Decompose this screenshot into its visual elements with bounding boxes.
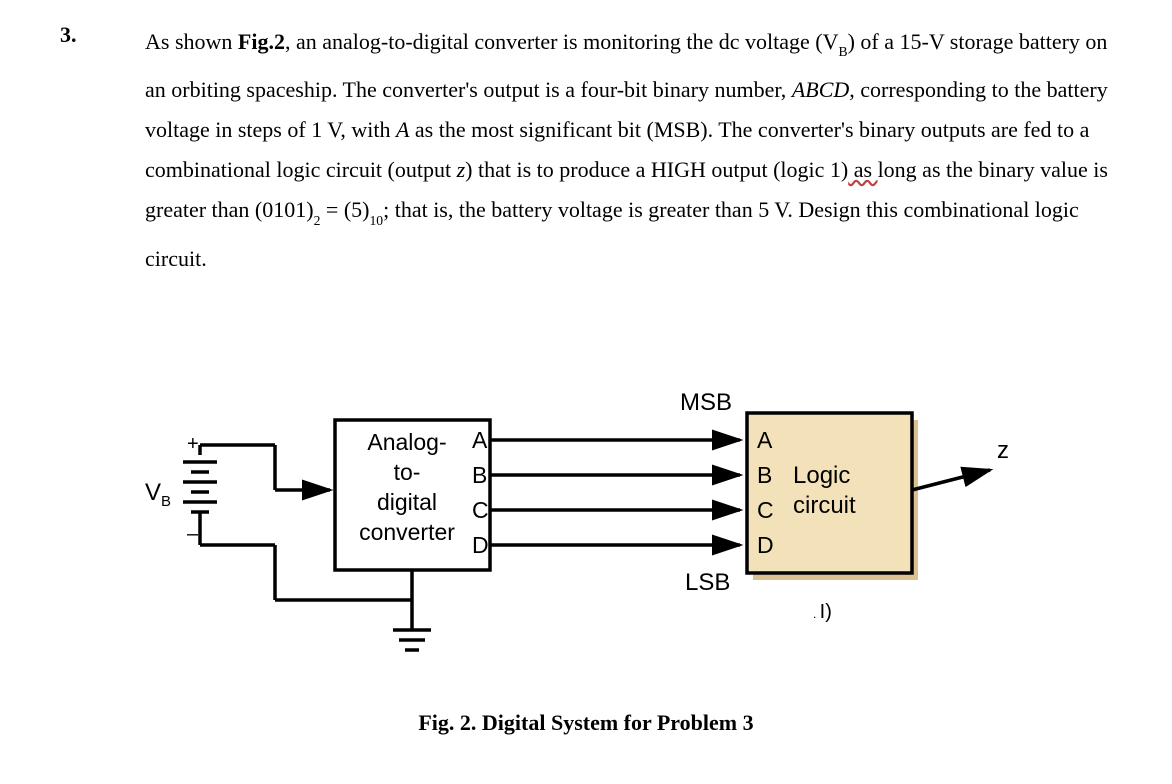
- circuit-svg: + – VB Analog- to- di: [145, 380, 1015, 680]
- text-seg1: , an analog-to-digital converter is moni…: [285, 29, 839, 54]
- vb-subscript: B: [838, 44, 847, 59]
- adc-pin-b: B: [472, 462, 487, 488]
- z-label: z: [997, 437, 1009, 464]
- text-eq: = (5): [320, 197, 369, 222]
- logic-block: A B C D Logic circuit: [747, 413, 918, 580]
- logic-pin-a: A: [757, 427, 773, 453]
- vb-label: VB: [145, 479, 171, 510]
- adc-text-1: Analog-: [367, 429, 446, 455]
- msb-label: MSB: [680, 389, 732, 416]
- adc-pin-c: C: [472, 497, 489, 523]
- cursor-artifact: . I): [813, 601, 832, 623]
- adc-pin-a: A: [472, 427, 488, 453]
- z-variable: z: [457, 157, 466, 182]
- battery-symbol: + – VB: [145, 433, 330, 545]
- figure-2-diagram: + – VB Analog- to- di: [145, 380, 1015, 680]
- adc-text-3: digital: [377, 489, 437, 515]
- bus-lines: [490, 440, 740, 545]
- spell-squiggle: as: [848, 157, 877, 182]
- logic-pin-b: B: [757, 462, 772, 488]
- text-open: As shown: [145, 29, 238, 54]
- page: 3. As shown Fig.2, an analog-to-digital …: [0, 0, 1172, 784]
- subscript-2: 2: [314, 213, 321, 228]
- a-variable: A: [396, 117, 409, 142]
- adc-text-4: converter: [359, 519, 455, 545]
- subscript-10: 10: [369, 213, 383, 228]
- adc-block: Analog- to- digital converter A B C D: [275, 420, 490, 650]
- lsb-label: LSB: [685, 569, 730, 596]
- z-output: z: [912, 437, 1009, 490]
- problem-text: As shown Fig.2, an analog-to-digital con…: [145, 22, 1120, 279]
- figure-caption: Fig. 2. Digital System for Problem 3: [0, 710, 1172, 736]
- adc-text-2: to-: [394, 459, 421, 485]
- logic-text-1: Logic: [793, 462, 850, 489]
- problem-number: 3.: [60, 22, 77, 48]
- battery-plus: +: [187, 433, 199, 455]
- logic-pin-c: C: [757, 497, 774, 523]
- figure-reference: Fig.2: [238, 29, 285, 54]
- logic-pin-d: D: [757, 532, 774, 558]
- abcd-variable: ABCD: [792, 77, 849, 102]
- text-seg5: ) that is to produce a HIGH output (logi…: [465, 157, 848, 182]
- battery-minus: –: [187, 523, 199, 545]
- adc-pin-d: D: [472, 532, 489, 558]
- logic-text-2: circuit: [793, 492, 856, 519]
